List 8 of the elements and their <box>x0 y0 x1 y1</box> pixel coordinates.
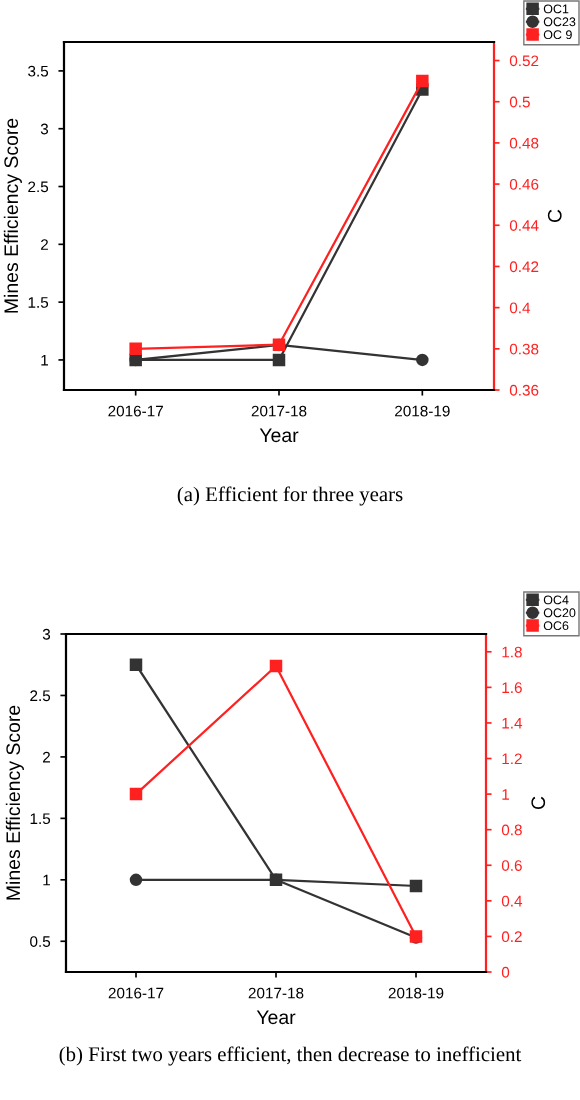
x-axis-title: Year <box>256 1010 296 1025</box>
x-axis-title: Year <box>259 428 299 443</box>
text: (b) First two years efficient, then decrease to inefficient <box>59 1046 522 1066</box>
text: (a) Efficient for three years <box>177 486 403 506</box>
y-axis-title: Mines Efficiency Score <box>3 118 22 313</box>
y-axis-title: Mines Efficiency Score <box>5 705 24 900</box>
y2-axis-title: C <box>531 796 546 810</box>
y2-axis-title: C <box>547 209 562 223</box>
